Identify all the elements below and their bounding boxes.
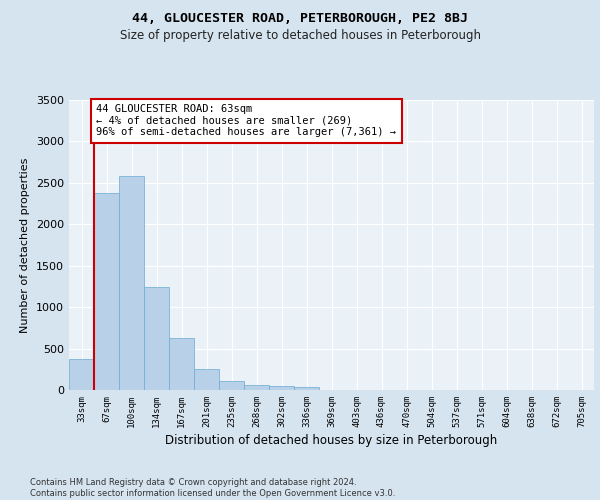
Text: 44 GLOUCESTER ROAD: 63sqm
← 4% of detached houses are smaller (269)
96% of semi-: 44 GLOUCESTER ROAD: 63sqm ← 4% of detach…: [97, 104, 397, 138]
Bar: [219, 381, 244, 390]
X-axis label: Distribution of detached houses by size in Peterborough: Distribution of detached houses by size …: [166, 434, 497, 447]
Bar: [69, 359, 94, 390]
Text: 44, GLOUCESTER ROAD, PETERBOROUGH, PE2 8BJ: 44, GLOUCESTER ROAD, PETERBOROUGH, PE2 8…: [132, 12, 468, 26]
Text: Size of property relative to detached houses in Peterborough: Size of property relative to detached ho…: [119, 29, 481, 42]
Bar: [119, 176, 144, 390]
Bar: [169, 338, 194, 390]
Bar: [269, 386, 294, 390]
Bar: [194, 369, 219, 390]
Text: Contains HM Land Registry data © Crown copyright and database right 2024.
Contai: Contains HM Land Registry data © Crown c…: [30, 478, 395, 498]
Bar: [244, 385, 269, 390]
Bar: [144, 288, 169, 390]
Y-axis label: Number of detached properties: Number of detached properties: [20, 158, 31, 332]
Bar: [294, 387, 319, 390]
Bar: [94, 193, 119, 390]
